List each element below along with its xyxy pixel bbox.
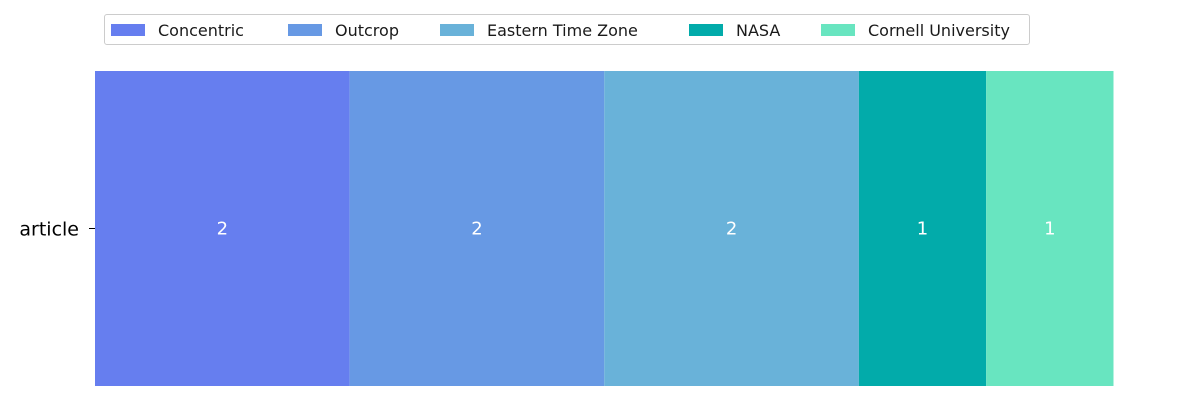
legend-label: Eastern Time Zone bbox=[487, 21, 638, 40]
legend: Concentric Outcrop Eastern Time Zone NASA Co… bbox=[104, 14, 1030, 45]
y-axis: article bbox=[19, 219, 95, 241]
legend-label: Cornell University bbox=[868, 21, 1010, 40]
legend-swatch bbox=[440, 24, 474, 36]
bar-segments bbox=[95, 71, 1114, 386]
data-labels: 2 2 2 1 1 bbox=[217, 219, 1056, 240]
data-label-4: 1 bbox=[1044, 219, 1055, 240]
bar-segment-4 bbox=[986, 71, 1114, 386]
legend-swatch bbox=[689, 24, 723, 36]
data-label-3: 1 bbox=[917, 219, 928, 240]
legend-label: NASA bbox=[736, 21, 781, 40]
data-label-1: 2 bbox=[471, 219, 482, 240]
legend-swatch bbox=[288, 24, 322, 36]
bar-segment-3 bbox=[858, 71, 987, 386]
bar-segment-1 bbox=[349, 71, 605, 386]
y-tick-label: article bbox=[19, 219, 79, 241]
legend-swatch bbox=[821, 24, 855, 36]
data-label-2: 2 bbox=[726, 219, 737, 240]
legend-swatch bbox=[111, 24, 145, 36]
legend-label: Concentric bbox=[158, 21, 244, 40]
legend-label: Outcrop bbox=[335, 21, 399, 40]
data-label-0: 2 bbox=[217, 219, 228, 240]
bar-segment-0 bbox=[95, 71, 350, 386]
bar-segment-2 bbox=[604, 71, 859, 386]
